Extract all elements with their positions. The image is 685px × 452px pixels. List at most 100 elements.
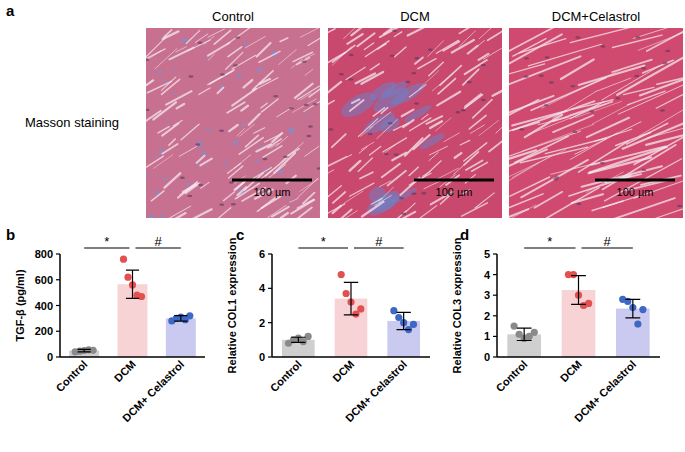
tissue-streak xyxy=(350,100,364,111)
tissue-streak xyxy=(509,96,553,122)
y-tick xyxy=(56,279,60,280)
tissue-streak xyxy=(253,128,264,134)
nucleus xyxy=(405,81,410,83)
nucleus xyxy=(313,103,318,105)
micrograph xyxy=(146,28,320,218)
nucleus xyxy=(467,81,472,83)
tissue-streak xyxy=(333,206,342,214)
tissue-streak xyxy=(509,209,528,218)
collagen-dot xyxy=(259,145,261,147)
tissue-streak xyxy=(228,164,241,174)
fibrosis-patch xyxy=(361,109,398,138)
data-point xyxy=(510,323,517,330)
tissue-streak xyxy=(392,153,406,161)
tissue-streak xyxy=(305,54,314,58)
tissue-streak xyxy=(332,134,346,147)
data-point xyxy=(124,274,131,281)
tissue-streak xyxy=(268,139,281,148)
tissue-streak xyxy=(281,213,288,218)
tissue-streak xyxy=(352,99,360,103)
tissue-streak xyxy=(438,79,455,94)
collagen-dot xyxy=(257,68,262,73)
column-title: DCM xyxy=(400,9,430,24)
tissue-streak xyxy=(192,209,212,218)
y-tick-label: 2 xyxy=(484,310,490,322)
bar-panel: dRelative COL3 expression012345ControlDC… xyxy=(451,226,660,424)
tissue-streak xyxy=(479,54,489,60)
tissue-streak xyxy=(639,96,683,136)
tissue-streak xyxy=(208,71,233,85)
tissue-streak xyxy=(640,195,683,218)
tissue-streak xyxy=(224,192,235,201)
tissue-streak xyxy=(496,122,502,133)
tissue-streak xyxy=(208,29,224,37)
tissue-streak xyxy=(429,62,443,76)
tissue-streak xyxy=(421,161,441,180)
collagen-dot xyxy=(146,174,149,177)
nucleus xyxy=(306,135,311,137)
error-bar xyxy=(174,316,187,322)
tissue-streak xyxy=(422,171,430,176)
tissue-streak xyxy=(229,166,243,178)
tissue-streak xyxy=(176,47,186,52)
data-point xyxy=(634,320,641,327)
plot-marks xyxy=(507,271,649,357)
tissue-streak xyxy=(489,140,502,151)
tissue-streak xyxy=(256,144,271,151)
tissue-streak xyxy=(612,198,675,218)
y-tick xyxy=(268,288,272,289)
nucleus xyxy=(229,181,234,183)
nucleus xyxy=(188,75,193,77)
nucleus xyxy=(600,162,605,164)
y-axis-label: Relative COL1 expression xyxy=(226,237,238,373)
nucleus xyxy=(195,143,200,145)
tissue-streak xyxy=(155,49,177,69)
tissue-streak xyxy=(328,82,341,97)
tissue-streak xyxy=(358,119,377,137)
tissue-streak xyxy=(366,41,389,57)
x-tick-label: DCM xyxy=(330,358,356,384)
tissue-streak xyxy=(493,87,502,95)
tissue-streak xyxy=(656,81,683,108)
tissue-streak xyxy=(440,66,461,85)
y-tick xyxy=(268,322,272,323)
error-bar xyxy=(291,337,305,342)
tissue-streak xyxy=(337,209,351,218)
scale-bar-label: 100 µm xyxy=(436,186,473,198)
data-point xyxy=(585,300,592,307)
tissue-streak xyxy=(444,133,459,142)
tissue-streak xyxy=(165,173,181,187)
nucleus xyxy=(368,133,373,135)
tissue-streak xyxy=(297,58,310,65)
nucleus xyxy=(524,57,529,59)
tissue-streak xyxy=(169,139,175,145)
collagen-dot xyxy=(171,187,173,189)
data-point xyxy=(120,256,127,263)
tissue-streak xyxy=(436,40,458,53)
tissue-streak xyxy=(162,123,178,135)
tissue-streak xyxy=(478,40,485,46)
tissue-streak xyxy=(623,123,683,149)
tissue-streak xyxy=(195,34,207,43)
tissue-streak xyxy=(361,142,374,149)
tissue-streak xyxy=(535,192,563,208)
tissue-streak xyxy=(460,140,470,145)
scale-bar-label: 100 µm xyxy=(617,186,654,198)
nucleus xyxy=(349,54,354,56)
tissue-streak xyxy=(455,153,462,158)
y-tick xyxy=(56,331,60,332)
collagen-dot xyxy=(163,177,167,181)
tissue-streak xyxy=(520,39,566,53)
tissue-streak xyxy=(146,156,163,167)
collagen-dot xyxy=(163,79,166,82)
error-bar xyxy=(625,299,640,318)
tissue-streak xyxy=(186,30,200,43)
nucleus xyxy=(660,109,665,111)
tissue-streak xyxy=(146,80,152,86)
tissue-streak xyxy=(344,28,361,39)
scale-bar xyxy=(232,179,312,182)
tissue-streak xyxy=(146,80,153,86)
tissue-streak xyxy=(443,42,459,51)
nucleus xyxy=(677,205,682,207)
tissue-streak xyxy=(380,28,398,37)
